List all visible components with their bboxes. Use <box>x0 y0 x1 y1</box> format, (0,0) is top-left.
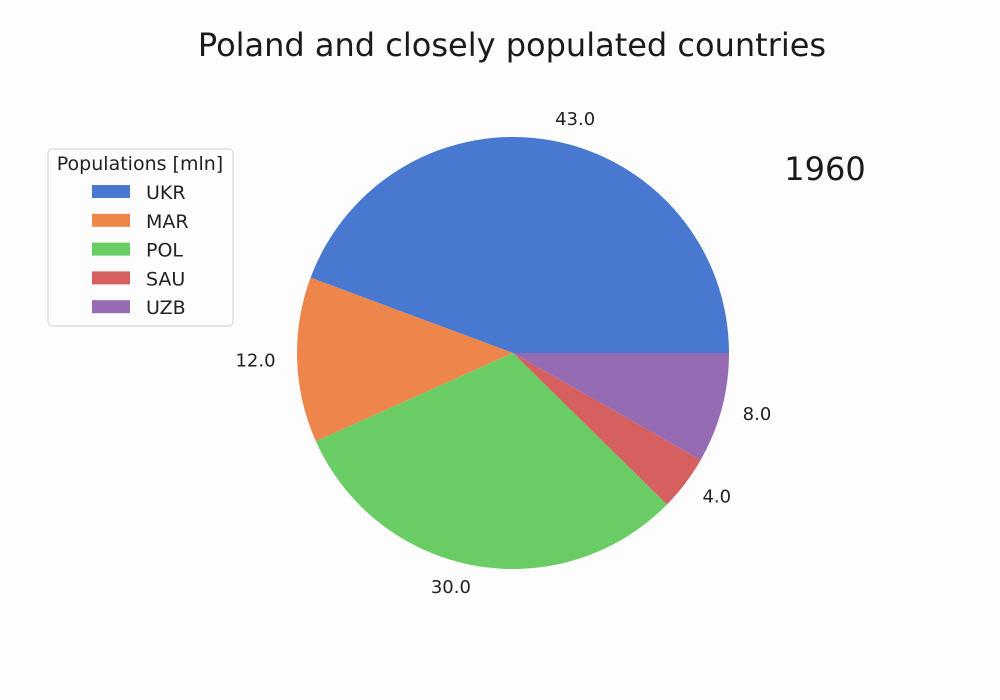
legend-items: UKR MAR POL SAU UZB <box>92 182 189 319</box>
slice-label-uzb: 8.0 <box>743 404 772 425</box>
legend: Populations [mln] UKR MAR POL SAU UZB <box>47 148 234 327</box>
legend-swatch-pol <box>92 242 130 256</box>
legend-swatch-sau <box>92 271 130 285</box>
legend-label-ukr: UKR <box>146 182 186 204</box>
slice-value-labels: 43.0 12.0 30.0 4.0 8.0 <box>235 109 771 598</box>
legend-label-sau: SAU <box>146 268 185 290</box>
slice-label-ukr: 43.0 <box>555 109 595 130</box>
pie-slice-pol <box>315 353 667 569</box>
legend-label-pol: POL <box>146 240 183 262</box>
year-annotation: 1960 <box>784 150 865 188</box>
pie-slice-uzb <box>513 353 729 460</box>
legend-title: Populations [mln] <box>57 153 223 175</box>
chart-title: Poland and closely populated countries <box>198 26 826 64</box>
legend-swatch-mar <box>92 213 130 227</box>
pie-slice-ukr <box>310 137 729 353</box>
slice-label-pol: 30.0 <box>431 577 471 598</box>
legend-label-mar: MAR <box>146 211 189 233</box>
pie-slice-sau <box>513 353 701 505</box>
legend-swatch-ukr <box>92 185 130 198</box>
pie-slices <box>297 137 729 569</box>
slice-label-mar: 12.0 <box>235 351 275 372</box>
pie-slice-mar <box>297 277 513 442</box>
legend-swatch-uzb <box>92 300 130 314</box>
legend-frame <box>47 148 234 327</box>
legend-label-uzb: UZB <box>146 297 186 319</box>
slice-label-sau: 4.0 <box>702 486 731 507</box>
